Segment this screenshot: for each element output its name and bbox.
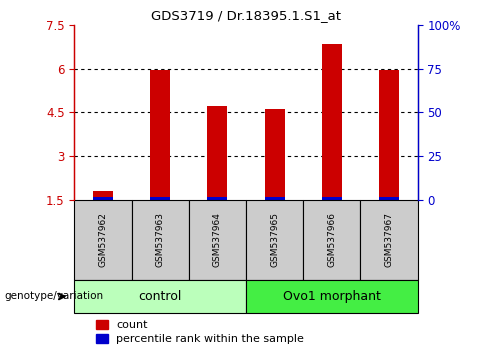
Text: GSM537962: GSM537962 [98,212,108,267]
Bar [246,200,303,280]
Bar [264,109,285,200]
Bar [207,197,228,200]
Bar [74,280,246,313]
Bar [150,197,170,200]
Bar [132,200,189,280]
Bar [93,197,113,200]
Text: genotype/variation: genotype/variation [5,291,104,302]
Bar [379,197,399,200]
Bar [93,191,113,200]
Bar [379,70,399,200]
Bar [322,44,342,200]
Legend: count, percentile rank within the sample: count, percentile rank within the sample [92,315,309,348]
Bar [264,197,285,200]
Bar [74,200,132,280]
Bar [303,200,360,280]
Text: GSM537965: GSM537965 [270,212,279,267]
Bar [150,70,170,200]
Bar [189,200,246,280]
Text: GSM537966: GSM537966 [327,212,336,267]
Text: Ovo1 morphant: Ovo1 morphant [283,290,381,303]
Bar [207,106,228,200]
Bar [246,280,418,313]
Text: GSM537967: GSM537967 [384,212,394,267]
Bar [322,197,342,200]
Title: GDS3719 / Dr.18395.1.S1_at: GDS3719 / Dr.18395.1.S1_at [151,9,341,22]
Text: GSM537963: GSM537963 [156,212,165,267]
Text: GSM537964: GSM537964 [213,212,222,267]
Text: control: control [139,290,182,303]
Bar [360,200,418,280]
